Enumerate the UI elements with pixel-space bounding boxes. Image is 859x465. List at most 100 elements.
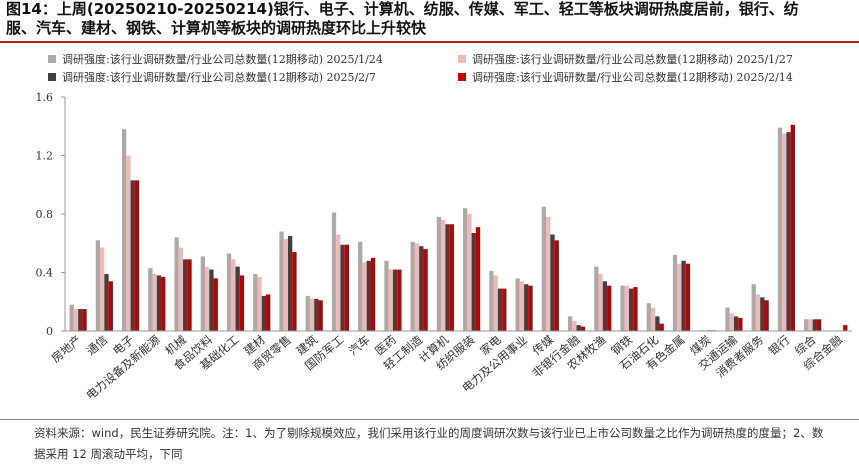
bar-纺织服装-series-1 [463, 208, 468, 331]
bar-石油石化-series-1 [646, 303, 651, 331]
bar-建材-series-4 [266, 294, 271, 331]
x-tick-label: 银行 [766, 333, 793, 359]
bar-计算机-series-3 [445, 224, 450, 331]
bar-纺织服装-series-2 [467, 214, 472, 331]
bar-机械-series-2 [178, 247, 184, 331]
bar-传媒-series-2 [546, 216, 551, 331]
bar-石油石化-series-4 [659, 323, 664, 331]
bar-电力及公用事业-series-2 [519, 281, 525, 331]
source-note-line-2: 据采用 12 周滚动平均，下同 [34, 447, 183, 461]
bar-建材-series-3 [261, 295, 267, 331]
bar-国防军工-series-2 [336, 234, 341, 331]
bar-国防军工-series-4 [344, 244, 350, 331]
bar-综合-series-2 [808, 319, 813, 331]
bar-家电-series-1 [489, 271, 494, 331]
bar-交通运输-series-2 [729, 313, 734, 331]
figure-title-line-1: 图14：上周(20250210-20250214)银行、电子、计算机、纺服、传媒… [6, 0, 799, 18]
bar-建材-series-1 [253, 273, 258, 331]
bar-农林牧渔-series-3 [602, 281, 608, 331]
bar-房地产-series-1 [69, 304, 74, 331]
legend-swatch-series-1 [48, 55, 56, 63]
y-tick-label: 0 [46, 325, 53, 338]
bar-机械-series-1 [174, 237, 179, 331]
bar-轻工制造-series-1 [410, 241, 415, 331]
bar-传媒-series-4 [554, 240, 559, 331]
bar-交通运输-series-4 [738, 317, 743, 331]
legend-swatch-series-4 [458, 73, 466, 81]
bar-家电-series-4 [502, 288, 507, 331]
title-divider [0, 41, 859, 43]
chart-legend: 调研强度:该行业调研数量/行业公司总数量(12期移动) 2025/1/24 调研… [40, 52, 859, 88]
bar-非银行金融-series-1 [567, 316, 573, 331]
bar-汽车-series-3 [366, 260, 371, 331]
bar-钢铁-series-3 [629, 288, 634, 331]
bar-商贸零售-series-1 [279, 231, 284, 331]
bar-建筑-series-2 [309, 298, 315, 331]
bar-消费者服务-series-4 [764, 300, 769, 331]
y-axis: 0 0.4 0.8 1.2 1.6 [36, 91, 66, 338]
bar-电力设备及新能源-series-2 [152, 273, 157, 331]
y-tick-label: 0.8 [36, 208, 54, 221]
bar-计算机-series-4 [449, 224, 454, 331]
bar-汽车-series-2 [362, 262, 367, 331]
bar-电子-series-2 [126, 155, 131, 331]
bar-家电-series-3 [497, 288, 503, 331]
bar-国防军工-series-3 [340, 244, 345, 331]
bar-有色金属-series-1 [672, 254, 678, 331]
y-tick-label: 1.6 [36, 91, 54, 104]
bar-纺织服装-series-3 [471, 233, 476, 331]
bar-石油石化-series-2 [650, 307, 656, 331]
bar-钢铁-series-4 [633, 287, 638, 331]
bar-医药-series-2 [388, 269, 393, 331]
bar-医药-series-3 [392, 269, 398, 331]
bar-农林牧渔-series-2 [598, 273, 603, 331]
x-axis: 房地产 通信 电子电力设备及新能源 机械食品饮料基础化工 建材商贸零售 建筑国防军工 汽车医… [49, 330, 852, 402]
x-tick-label: 汽车 [346, 333, 373, 359]
bar-房地产-series-2 [73, 309, 79, 331]
bar-传媒-series-1 [541, 206, 547, 331]
bar-商贸零售-series-4 [292, 252, 297, 331]
bar-轻工制造-series-2 [414, 243, 420, 331]
bar-非银行金融-series-3 [576, 325, 581, 331]
legend-item-series-1: 调研强度:该行业调研数量/行业公司总数量(12期移动) 2025/1/24 [48, 52, 383, 67]
y-tick-label: 1.2 [36, 150, 54, 163]
bar-电力及公用事业-series-4 [528, 285, 533, 331]
bar-消费者服务-series-3 [760, 297, 765, 331]
bar-电力设备及新能源-series-1 [148, 268, 153, 331]
bar-有色金属-series-4 [685, 263, 691, 331]
bar-商贸零售-series-3 [287, 235, 293, 331]
bar-汽车-series-1 [358, 241, 363, 331]
bar-电子-series-1 [121, 129, 127, 331]
bar-医药-series-4 [397, 269, 402, 331]
bar-医药-series-1 [384, 260, 389, 331]
bar-通信-series-3 [104, 273, 109, 331]
legend-item-series-3: 调研强度:该行业调研数量/行业公司总数量(12期移动) 2025/2/7 [48, 70, 376, 85]
bar-房地产-series-4 [82, 309, 87, 331]
bar-银行-series-3 [786, 132, 791, 331]
legend-item-series-2: 调研强度:该行业调研数量/行业公司总数量(12期移动) 2025/1/27 [458, 52, 793, 67]
bar-建材-series-2 [257, 276, 262, 331]
bar-通信-series-2 [100, 247, 105, 331]
bar-食品饮料-series-4 [213, 278, 218, 331]
legend-label-series-2: 调研强度:该行业调研数量/行业公司总数量(12期移动) 2025/1/27 [472, 53, 793, 66]
bar-机械-series-4 [187, 259, 192, 331]
bar-综合-series-4 [816, 319, 822, 331]
bar-基础化工-series-3 [235, 266, 240, 331]
bar-电子-series-4 [134, 180, 140, 331]
bar-交通运输-series-3 [733, 316, 739, 331]
bar-电力设备及新能源-series-4 [161, 276, 166, 331]
bar-银行-series-2 [782, 133, 787, 331]
bar-钢铁-series-2 [624, 285, 630, 331]
x-tick-label: 通信 [84, 333, 111, 359]
bar-有色金属-series-3 [681, 260, 686, 331]
bar-轻工制造-series-3 [419, 246, 424, 331]
bar-钢铁-series-1 [620, 285, 625, 331]
bar-电力及公用事业-series-3 [524, 284, 529, 331]
bar-食品饮料-series-1 [200, 256, 205, 331]
legend-swatch-series-2 [458, 55, 466, 63]
bar-非银行金融-series-2 [572, 320, 577, 331]
bar-轻工制造-series-4 [423, 249, 428, 331]
legend-swatch-series-3 [48, 73, 56, 81]
bar-交通运输-series-1 [725, 307, 730, 331]
x-tick-label: 房地产 [49, 333, 84, 366]
